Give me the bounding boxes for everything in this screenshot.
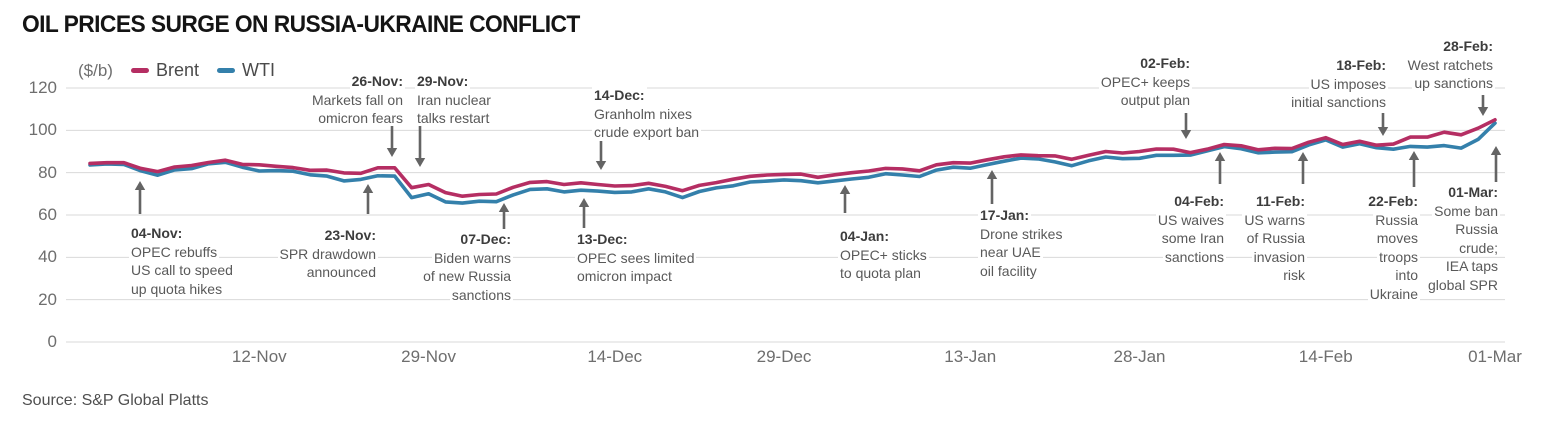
annotation-arrow-head [498, 203, 510, 212]
annotation-arrow-head [362, 184, 374, 193]
legend: ($/b) Brent WTI [78, 60, 275, 81]
annotation-arrow-head [1377, 127, 1389, 136]
annotation-arrow-head [1214, 152, 1226, 161]
annotation-arrow-head [134, 181, 146, 190]
annotation-arrow-head [386, 148, 398, 157]
wti-line-swatch-icon [217, 68, 235, 73]
annotation-arrow-head [1477, 107, 1489, 116]
annotation-arrow-head [839, 185, 851, 194]
legend-item-wti: WTI [217, 60, 275, 81]
y-axis-unit-label: ($/b) [78, 60, 113, 80]
annotation-arrow-head [578, 198, 590, 207]
annotation-arrow-head [595, 161, 607, 170]
annotation-arrow-head [1180, 130, 1192, 139]
annotation-arrow-head [1490, 146, 1502, 155]
source-note: Source: S&P Global Platts [22, 392, 209, 409]
chart-title: OIL PRICES SURGE ON RUSSIA-UKRAINE CONFL… [22, 11, 580, 38]
series-line-brent [88, 118, 1497, 198]
legend-label-wti: WTI [242, 60, 275, 80]
legend-item-brent: Brent [130, 60, 199, 81]
annotation-arrow-head [1297, 152, 1309, 161]
annotation-arrow-head [1408, 151, 1420, 160]
annotation-arrow-head [986, 170, 998, 179]
annotation-arrow-head [414, 158, 426, 167]
brent-line-swatch-icon [130, 68, 149, 73]
series-line-wti [88, 121, 1497, 205]
legend-label-brent: Brent [155, 60, 199, 80]
